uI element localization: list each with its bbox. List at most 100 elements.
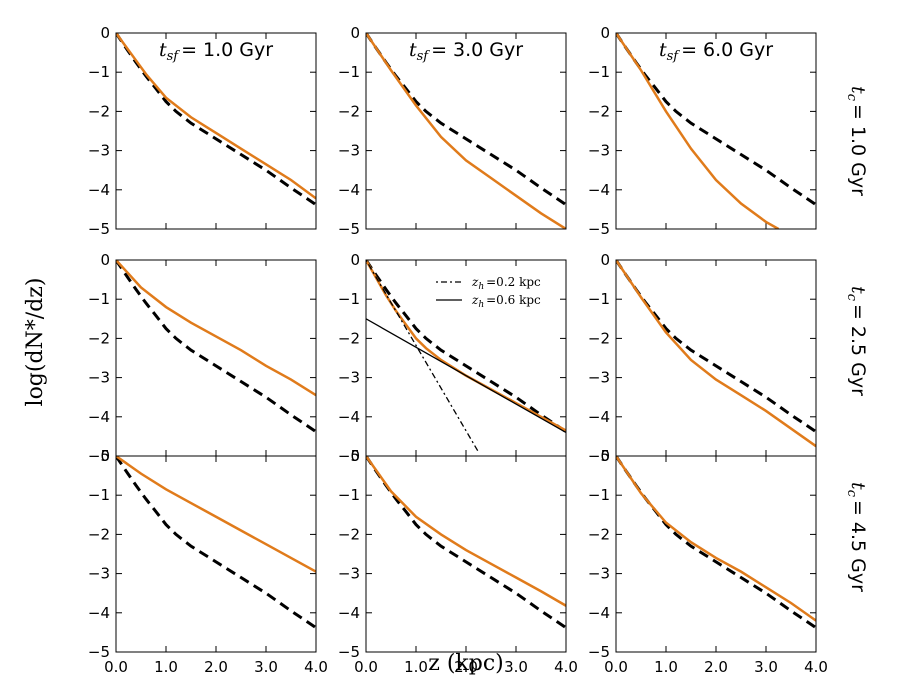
- y-tick-label: −2: [338, 329, 360, 347]
- y-tick-label: −4: [588, 408, 610, 426]
- y-tick-label: 0: [600, 447, 610, 465]
- y-tick-label: 0: [350, 24, 360, 42]
- panel-frame: [365, 32, 567, 230]
- y-tick-label: −1: [338, 486, 360, 504]
- x-tick-label: 1.0: [654, 658, 678, 676]
- y-tick-label: −2: [338, 102, 360, 120]
- y-tick-label: −1: [588, 290, 610, 308]
- model-line: [116, 33, 316, 200]
- model-line: [616, 456, 816, 622]
- x-tick-label: 3.0: [754, 658, 778, 676]
- panel-frame: [115, 32, 317, 230]
- panel-frame: [115, 455, 317, 653]
- y-tick-label: −3: [338, 142, 360, 160]
- reference-line: [366, 456, 566, 629]
- model-line: [616, 260, 816, 448]
- y-tick-label: −3: [338, 565, 360, 583]
- panel-r2c3: 0 −1 −2 −3 −4 −5: [588, 251, 817, 465]
- panel-frame: [615, 455, 817, 653]
- y-tick-label: 0: [350, 251, 360, 269]
- x-tick-label: 3.0: [504, 658, 528, 676]
- y-tick-label: −2: [588, 525, 610, 543]
- y-tick-label: −3: [88, 142, 110, 160]
- y-tick-label: −5: [338, 447, 360, 465]
- legend-label-1: zh =0.2 kpc: [471, 275, 541, 292]
- panel-r3c3: 0−1−2−3−4−50.0 1.0 2.0 3.0 4.0: [588, 447, 828, 676]
- series-group: [616, 260, 816, 448]
- y-tick-label: −1: [338, 63, 360, 81]
- y-tick-label: −5: [588, 220, 610, 238]
- y-tick-label: −1: [88, 63, 110, 81]
- y-tick-label: −2: [88, 329, 110, 347]
- fit-line-0-6-kpc: [366, 318, 566, 434]
- series-group: [366, 260, 566, 453]
- y-tick-label: 0: [600, 251, 610, 269]
- y-tick-label: −5: [88, 643, 110, 661]
- y-tick-label: −3: [338, 369, 360, 387]
- panel-frame: [365, 259, 567, 457]
- x-tick-label: 0.0: [104, 658, 128, 676]
- y-tick-label: −4: [88, 604, 110, 622]
- x-tick-label: 4.0: [304, 658, 328, 676]
- x-tick-label: 3.0: [254, 658, 278, 676]
- y-tick-label: −2: [338, 525, 360, 543]
- fit-line-0-2-kpc: [366, 260, 480, 453]
- series-group: [366, 33, 566, 229]
- y-tick-label: −4: [588, 181, 610, 199]
- reference-line: [616, 260, 816, 433]
- panel-frame: [615, 32, 817, 230]
- y-tick-label: −1: [88, 486, 110, 504]
- panel-grid: 0−1−2−3−4−50−1−2−3−4−50−1−2−3−4−50−1−2−3…: [88, 24, 828, 676]
- panel-r2c1: 0 −1 −2 −3 −4 −5: [88, 251, 317, 465]
- y-tick-label: −4: [88, 181, 110, 199]
- y-tick-label: −1: [588, 486, 610, 504]
- x-tick-label: 4.0: [554, 658, 578, 676]
- model-line: [366, 33, 566, 229]
- series-group: [116, 33, 316, 206]
- y-tick-label: −5: [88, 447, 110, 465]
- y-tick-label: −2: [88, 525, 110, 543]
- model-line: [116, 260, 316, 397]
- reference-line: [616, 456, 816, 629]
- panel-r1c1: 0 −1 −2 −3 −4 −5: [88, 24, 317, 238]
- reference-line: [116, 456, 316, 629]
- model-line: [366, 260, 566, 432]
- x-axis-label: z (kpc): [428, 651, 504, 676]
- panel-frame: [615, 259, 817, 457]
- reference-line: [366, 260, 566, 433]
- y-tick-label: −1: [588, 63, 610, 81]
- x-tick-label: 0.0: [604, 658, 628, 676]
- y-tick-label: 0: [600, 24, 610, 42]
- panel-r1c3: 0 −1 −2 −3 −4 −5: [588, 24, 817, 238]
- model-line: [616, 33, 780, 229]
- x-tick-label: 1.0: [404, 658, 428, 676]
- y-tick-label: −4: [88, 408, 110, 426]
- reference-line: [116, 260, 316, 433]
- panel-r1c2: 0 −1 −2 −3 −4 −5: [338, 24, 567, 238]
- series-group: [366, 456, 566, 629]
- y-tick-label: −1: [338, 290, 360, 308]
- col-title-3: tsf = 6.0 Gyr: [659, 39, 773, 64]
- y-tick-label: −3: [588, 369, 610, 387]
- y-axis-label: log(dN*/dz): [23, 278, 48, 407]
- y-tick-label: −4: [338, 408, 360, 426]
- y-tick-label: 0: [100, 251, 110, 269]
- panel-r3c1: 0−1−2−3−4−50.0 1.0 2.0 3.0 4.0: [88, 447, 328, 676]
- y-tick-label: −3: [588, 565, 610, 583]
- model-line: [366, 456, 566, 607]
- panel-frame: [365, 455, 567, 653]
- y-tick-label: −2: [588, 102, 610, 120]
- y-tick-label: −4: [588, 604, 610, 622]
- x-tick-label: 1.0: [154, 658, 178, 676]
- series-group: [116, 456, 316, 629]
- y-tick-label: −2: [588, 329, 610, 347]
- y-tick-label: 0: [350, 447, 360, 465]
- col-title-1: tsf = 1.0 Gyr: [159, 39, 273, 64]
- series-group: [116, 260, 316, 433]
- x-tick-label: 2.0: [454, 658, 478, 676]
- row-title-3: tc= 4.5 Gyr: [844, 482, 869, 592]
- y-tick-label: −3: [88, 369, 110, 387]
- x-tick-label: 4.0: [804, 658, 828, 676]
- y-tick-label: −2: [88, 102, 110, 120]
